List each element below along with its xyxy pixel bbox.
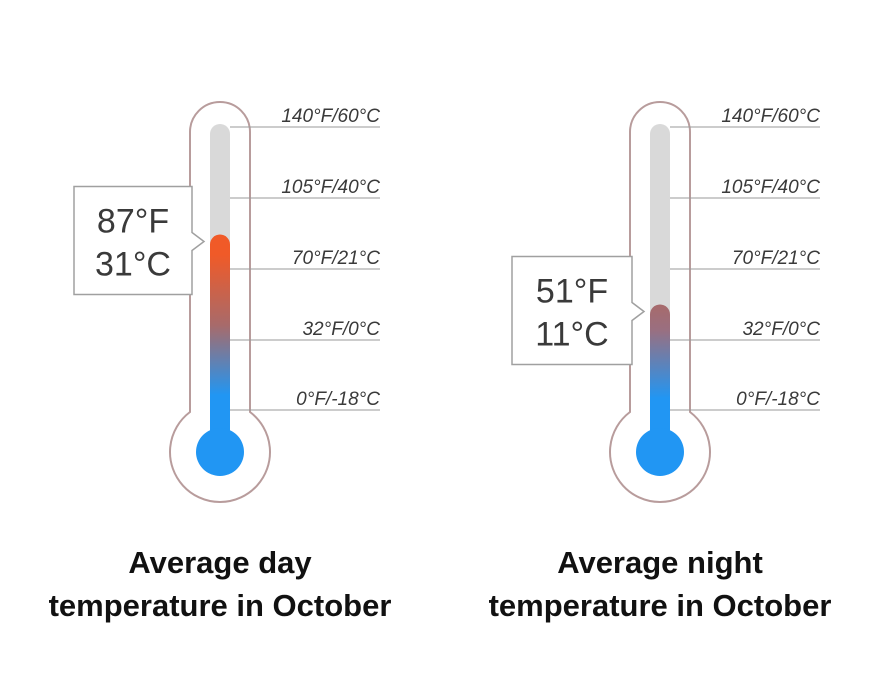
night-value-callout (511, 255, 646, 366)
day-tick-label: 0°F/-18°C (296, 389, 380, 410)
thermometer-night: 140°F/60°C 105°F/40°C 70°F/21°C 32°F/0°C 0°F… (511, 101, 820, 503)
night-tick-label: 70°F/21°C (732, 248, 820, 269)
day-value-callout (73, 185, 206, 296)
night-tick-label: 0°F/-18°C (736, 389, 820, 410)
day-tick-label: 32°F/0°C (302, 319, 380, 340)
caption-night: Average night temperature in October (450, 541, 870, 627)
caption-night-line1: Average night (557, 545, 763, 580)
day-value-celsius: 31°C (95, 246, 171, 284)
day-tick-label: 105°F/40°C (281, 177, 380, 198)
night-tick-label: 105°F/40°C (721, 177, 820, 198)
caption-day: Average day temperature in October (10, 541, 430, 627)
night-value-fahrenheit: 51°F (536, 273, 608, 311)
night-mercury-column (650, 304, 670, 452)
thermometer-day: 140°F/60°C 105°F/40°C 70°F/21°C 32°F/0°C 0°F… (73, 101, 380, 503)
caption-day-line2: temperature in October (48, 588, 392, 623)
day-mercury-column (210, 234, 230, 452)
day-bulb (196, 428, 244, 476)
caption-day-line1: Average day (128, 545, 312, 580)
day-value-fahrenheit: 87°F (97, 203, 169, 241)
night-bulb (636, 428, 684, 476)
night-tick-label: 32°F/0°C (742, 319, 820, 340)
night-tick-label: 140°F/60°C (721, 106, 820, 127)
day-tick-label: 70°F/21°C (292, 248, 380, 269)
night-value-celsius: 11°C (535, 316, 608, 354)
day-tick-label: 140°F/60°C (281, 106, 380, 127)
caption-night-line2: temperature in October (488, 588, 832, 623)
